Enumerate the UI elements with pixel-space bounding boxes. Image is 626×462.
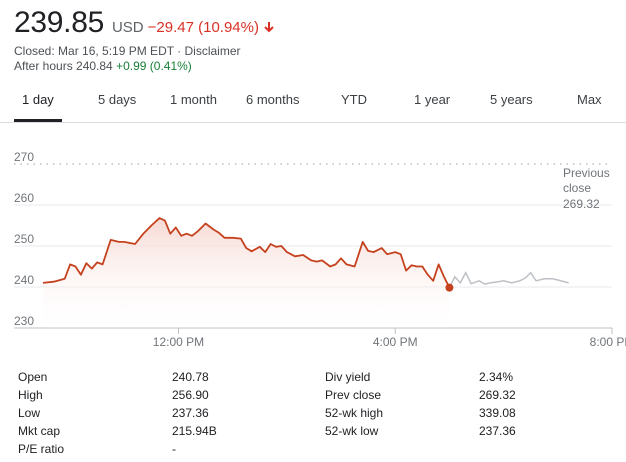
regular-session-line [42,217,451,289]
stat-value: 339.08 [479,406,516,420]
closed-status: Closed: Mar 16, 5:19 PM EDT · Disclaimer [14,44,241,58]
tab-6-months[interactable]: 6 months [246,92,300,107]
tab-max[interactable]: Max [577,92,602,107]
stat-label: Open [18,370,48,384]
chart-axes: 270 260 250 240 230 12:00 PM 4:00 PM 8:00 PM [14,150,626,349]
stat-value: 237.36 [172,406,209,420]
stat-value: 215.94B [172,424,217,438]
chart-lines [42,217,569,292]
stat-value: - [172,442,176,456]
y-tick-label: 250 [14,232,34,246]
y-tick-label: 260 [14,191,34,205]
tab-1-month[interactable]: 1 month [170,92,217,107]
stat-label: Mkt cap [18,424,61,438]
previous-close-label-line2: close [563,181,591,195]
stat-value: 256.90 [172,388,209,402]
range-tabs: 1 day 5 days 1 month 6 months YTD 1 year… [0,82,626,123]
stat-value: 237.36 [479,424,516,438]
arrow-down-icon [264,22,274,33]
after-hours-change: +0.99 (0.41%) [116,59,192,73]
after-hours-price: After hours 240.84 [14,59,113,73]
stat-value: 240.78 [172,370,209,384]
x-tick-label: 12:00 PM [153,335,204,349]
stat-label: Div yield [325,370,371,384]
after-hours-line [448,271,569,288]
stat-row-low: Low 237.36 52-wk high 339.08 [18,404,618,422]
active-tab-indicator [14,119,62,122]
x-tick-label: 8:00 PM [590,335,626,349]
key-stats: Open 240.78 Div yield 2.34% High 256.90 … [18,368,618,458]
tab-5-days[interactable]: 5 days [98,92,137,107]
tab-5-years[interactable]: 5 years [490,92,533,107]
current-price: 239.85 [14,6,104,39]
price-area-fill [43,218,450,328]
x-tick-label: 4:00 PM [373,335,418,349]
price-change: −29.47 (10.94%) [147,19,259,36]
tab-1-year[interactable]: 1 year [414,92,451,107]
y-tick-label: 230 [14,314,34,328]
after-hours-line: After hours 240.84 +0.99 (0.41%) [14,59,192,73]
previous-close-value: 269.32 [563,197,600,211]
stat-row-pe-ratio: P/E ratio - [18,440,618,458]
stat-value: 269.32 [479,388,516,402]
stat-label: Prev close [325,388,382,402]
y-tick-label: 240 [14,273,34,287]
price-chart[interactable]: 270 260 250 240 230 12:00 PM 4:00 PM 8:00 PM Pr… [0,148,626,358]
stat-label: Low [18,406,41,420]
y-tick-label: 270 [14,150,34,164]
stat-row-high: High 256.90 Prev close 269.32 [18,386,618,404]
chart-area-fill [43,218,450,328]
tab-1-day[interactable]: 1 day [22,92,54,107]
previous-close-label-line1: Previous [563,166,610,180]
close-point-marker [445,283,454,292]
stat-label: High [18,388,43,402]
previous-close-label: Previous close 269.32 [563,166,610,211]
stat-label: 52-wk high [325,406,384,420]
stat-label: 52-wk low [325,424,379,438]
stat-value: 2.34% [479,370,514,384]
stat-row-mkt-cap: Mkt cap 215.94B 52-wk low 237.36 [18,422,618,440]
quote-header: 239.85 USD −29.47 (10.94%) [14,6,275,40]
currency-label: USD [111,19,144,36]
tab-ytd[interactable]: YTD [341,92,367,107]
stat-row-open: Open 240.78 Div yield 2.34% [18,368,618,386]
stat-label: P/E ratio [18,442,65,456]
